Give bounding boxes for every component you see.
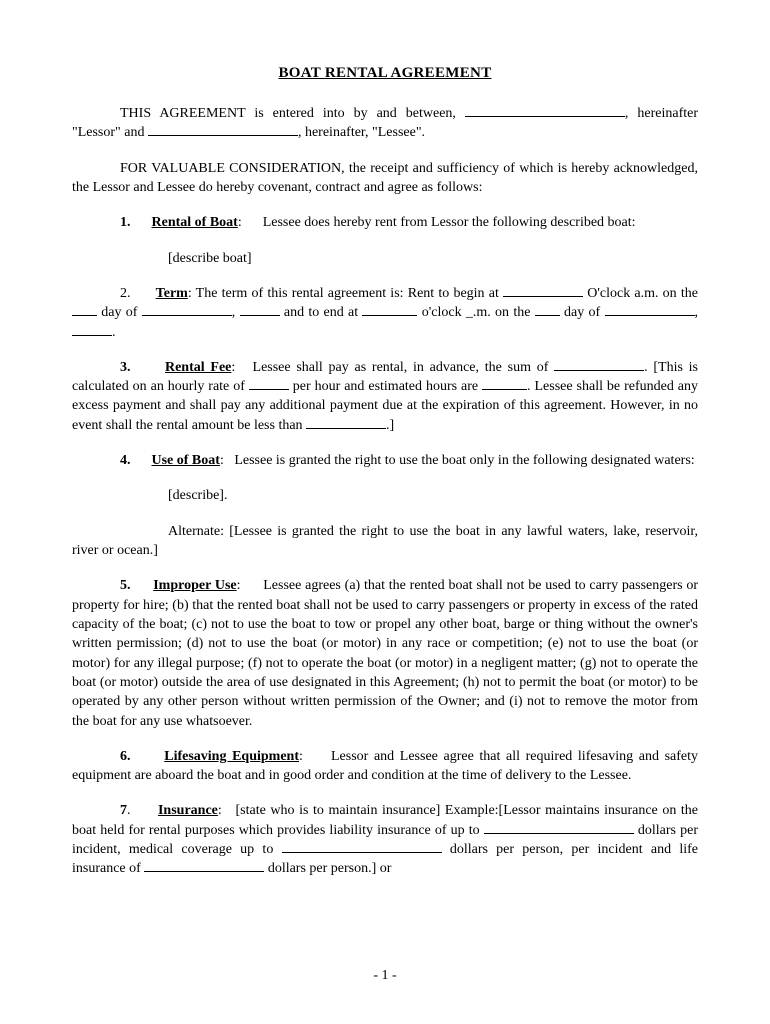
section-1-body: Lessee does hereby rent from Lessor the … [263, 215, 636, 230]
section-2-p2: O'clock a.m. on the [583, 286, 698, 301]
section-5: 5. Improper Use: Lessee agrees (a) that … [72, 576, 698, 731]
page-number: - 1 - [0, 968, 770, 984]
section-7-number: 7 [120, 803, 127, 818]
blank-start-month[interactable] [142, 304, 232, 317]
section-6-heading: Lifesaving Equipment [164, 749, 299, 764]
blank-start-time[interactable] [503, 284, 583, 297]
section-3-p3: per hour and estimated hours are [289, 379, 482, 394]
blank-start-year[interactable] [240, 304, 280, 317]
consideration-paragraph: FOR VALUABLE CONSIDERATION, the receipt … [72, 159, 698, 198]
section-3-p5: .] [386, 418, 394, 433]
section-1-placeholder: [describe boat] [72, 249, 698, 268]
section-7-heading: Insurance [158, 803, 218, 818]
section-2-heading: Term [156, 286, 188, 301]
section-4-body: Lessee is granted the right to use the b… [234, 453, 694, 468]
section-6-number: 6. [120, 749, 131, 764]
blank-end-year[interactable] [72, 323, 112, 336]
section-5-colon: : [237, 578, 241, 593]
section-7-colon: : [218, 803, 222, 818]
section-2: 2. Term: The term of this rental agreeme… [72, 284, 698, 342]
section-4: 4. Use of Boat: Lessee is granted the ri… [72, 451, 698, 470]
section-3-heading: Rental Fee [165, 360, 231, 375]
section-2-p6: o'clock _.m. on the [417, 305, 534, 320]
intro-text-1: THIS AGREEMENT is entered into by and be… [120, 106, 465, 121]
section-3-colon: : [231, 360, 235, 375]
blank-lessee-name[interactable] [148, 124, 298, 137]
blank-lessor-name[interactable] [465, 104, 625, 117]
section-6: 6. Lifesaving Equipment: Lessor and Less… [72, 747, 698, 786]
section-7-p4: dollars per person.] or [264, 861, 391, 876]
section-5-heading: Improper Use [153, 578, 236, 593]
blank-start-day[interactable] [72, 304, 97, 317]
blank-life-insurance-amount[interactable] [144, 860, 264, 873]
section-4-number: 4. [120, 453, 131, 468]
section-1-number: 1. [120, 215, 131, 230]
section-3-number: 3. [120, 360, 131, 375]
section-4-placeholder: [describe]. [72, 486, 698, 505]
section-5-number: 5. [120, 578, 131, 593]
blank-rental-sum[interactable] [554, 358, 644, 371]
section-1-heading: Rental of Boat [152, 215, 238, 230]
section-2-p3: day of [97, 305, 142, 320]
section-2-p4: , [232, 305, 240, 320]
blank-hourly-rate[interactable] [249, 378, 289, 391]
intro-paragraph: THIS AGREEMENT is entered into by and be… [72, 104, 698, 143]
section-2-p8: , [695, 305, 699, 320]
intro-text-3: , hereinafter, "Lessee". [298, 125, 425, 140]
blank-medical-amount[interactable] [282, 840, 442, 853]
section-1-colon: : [238, 215, 242, 230]
section-5-body: Lessee agrees (a) that the rented boat s… [72, 578, 698, 728]
blank-end-day[interactable] [535, 304, 560, 317]
document-title: BOAT RENTAL AGREEMENT [72, 65, 698, 82]
section-7-dot: . [127, 803, 131, 818]
section-4-heading: Use of Boat [152, 453, 220, 468]
section-2-number: 2. [120, 286, 131, 301]
section-4-alternate: Alternate: [Lessee is granted the right … [72, 522, 698, 561]
section-7: 7. Insurance: [state who is to maintain … [72, 801, 698, 878]
blank-end-time[interactable] [362, 304, 417, 317]
section-3-p1: Lessee shall pay as rental, in advance, … [253, 360, 555, 375]
blank-liability-amount[interactable] [484, 821, 634, 834]
section-2-p9: . [112, 325, 116, 340]
blank-min-rental[interactable] [306, 416, 386, 429]
section-3: 3. Rental Fee: Lessee shall pay as renta… [72, 358, 698, 435]
blank-end-month[interactable] [605, 304, 695, 317]
section-4-colon: : [220, 453, 224, 468]
section-1: 1. Rental of Boat: Lessee does hereby re… [72, 213, 698, 232]
blank-est-hours[interactable] [482, 378, 527, 391]
section-2-p7: day of [560, 305, 605, 320]
section-6-colon: : [299, 749, 303, 764]
section-2-p1: : The term of this rental agreement is: … [188, 286, 503, 301]
section-2-p5: and to end at [280, 305, 363, 320]
